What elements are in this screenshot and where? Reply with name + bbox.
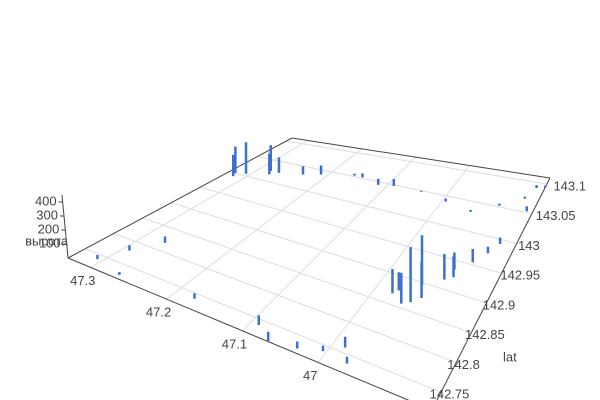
y-tick-label: 143.1 (553, 178, 586, 193)
z-tick-label: 400 (35, 193, 57, 208)
axis-line (291, 137, 551, 179)
axis-line (67, 137, 293, 259)
grid-line (228, 171, 517, 244)
z-axis-line (61, 194, 69, 259)
y-tick-label: 143 (518, 238, 540, 253)
y-tick-label: 142.85 (465, 327, 505, 342)
grid-line (113, 232, 457, 363)
grid-line (142, 217, 472, 334)
grid-line (90, 140, 309, 268)
y-tick-label: 143.05 (536, 208, 576, 223)
z-axis-title: высота (25, 233, 69, 248)
z-tick-label: 200 (38, 221, 60, 236)
z-tick-label: 100 (39, 235, 61, 250)
axis-line (436, 177, 551, 400)
x-tick-label: 47.2 (146, 305, 171, 320)
y-tick-label: 142.75 (430, 387, 470, 400)
x-tick-label: 47 (303, 368, 317, 383)
grid-line (171, 202, 487, 304)
axis-line (67, 257, 410, 400)
grid-line (286, 140, 548, 185)
z-tick-label: 300 (36, 207, 58, 222)
grid-line (85, 248, 442, 393)
grid-line (166, 148, 363, 300)
x-tick-label: 47.1 (222, 336, 247, 351)
y-tick-label: 142.8 (447, 357, 480, 372)
y-tick-label: 142.95 (500, 268, 540, 283)
y-tick-label: 142.9 (483, 297, 516, 312)
grid-line (199, 186, 502, 274)
grid-line (317, 165, 470, 363)
x-tick-label: 47.3 (70, 273, 95, 288)
grid-line (242, 156, 416, 332)
y-axis-title: lat (503, 349, 517, 364)
